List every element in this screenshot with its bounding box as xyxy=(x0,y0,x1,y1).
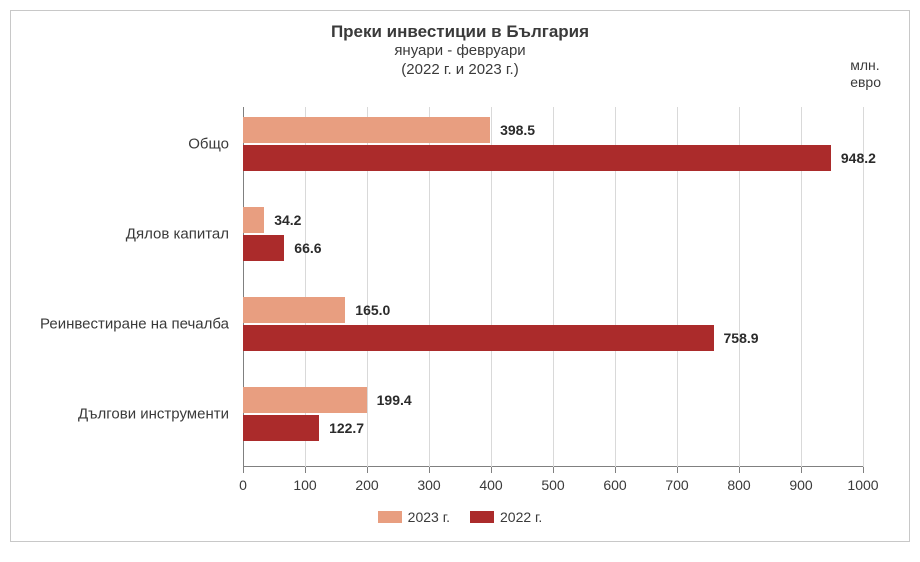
chart-title-main: Преки инвестиции в България xyxy=(11,21,909,42)
chart-title-sub2: (2022 г. и 2023 г.) xyxy=(11,61,909,80)
unit-label: млн. евро xyxy=(850,57,881,91)
legend: 2023 г. 2022 г. xyxy=(11,509,909,528)
legend-label: 2022 г. xyxy=(500,509,542,525)
bar xyxy=(243,387,367,413)
x-tickmark xyxy=(243,467,244,473)
bar-value-label: 948.2 xyxy=(841,150,876,166)
bar xyxy=(243,117,490,143)
x-tickmark xyxy=(305,467,306,473)
bar xyxy=(243,207,264,233)
plot-area: 01002003004005006007008009001000398.5948… xyxy=(243,107,863,467)
chart-title-block: Преки инвестиции в България януари - фев… xyxy=(11,21,909,80)
legend-swatch xyxy=(470,511,494,523)
chart-title-sub1: януари - февруари xyxy=(11,42,909,61)
x-tickmark xyxy=(367,467,368,473)
category-label: Реинвестиране на печалба xyxy=(40,316,229,333)
bar-value-label: 34.2 xyxy=(274,212,301,228)
unit-label-line1: млн. xyxy=(850,57,879,73)
legend-swatch xyxy=(378,511,402,523)
x-tick-label: 1000 xyxy=(847,477,878,493)
x-tick-label: 0 xyxy=(239,477,247,493)
bar-value-label: 66.6 xyxy=(294,240,321,256)
x-tick-label: 300 xyxy=(417,477,440,493)
bar-value-label: 165.0 xyxy=(355,302,390,318)
x-tick-label: 100 xyxy=(293,477,316,493)
x-tickmark xyxy=(739,467,740,473)
x-tick-label: 500 xyxy=(541,477,564,493)
x-tickmark xyxy=(863,467,864,473)
bar-value-label: 199.4 xyxy=(377,392,412,408)
bar xyxy=(243,235,284,261)
bar-value-label: 122.7 xyxy=(329,420,364,436)
bar xyxy=(243,415,319,441)
x-tick-label: 900 xyxy=(789,477,812,493)
category-label: Дългови инструменти xyxy=(78,406,229,423)
legend-item: 2022 г. xyxy=(470,509,542,525)
bar xyxy=(243,145,831,171)
legend-item: 2023 г. xyxy=(378,509,450,525)
bar xyxy=(243,297,345,323)
x-tickmark xyxy=(677,467,678,473)
bar-value-label: 758.9 xyxy=(724,330,759,346)
category-label: Дялов капитал xyxy=(126,226,229,243)
x-tick-label: 200 xyxy=(355,477,378,493)
x-tickmark xyxy=(491,467,492,473)
x-tickmark xyxy=(553,467,554,473)
x-tick-label: 800 xyxy=(727,477,750,493)
x-tickmark xyxy=(429,467,430,473)
x-tick-label: 400 xyxy=(479,477,502,493)
legend-label: 2023 г. xyxy=(408,509,450,525)
category-label: Общо xyxy=(188,136,229,153)
chart-frame: Преки инвестиции в България януари - фев… xyxy=(10,10,910,542)
x-tick-label: 700 xyxy=(665,477,688,493)
x-tickmark xyxy=(615,467,616,473)
x-tick-label: 600 xyxy=(603,477,626,493)
bar-value-label: 398.5 xyxy=(500,122,535,138)
x-tickmark xyxy=(801,467,802,473)
unit-label-line2: евро xyxy=(850,74,881,90)
bar xyxy=(243,325,714,351)
